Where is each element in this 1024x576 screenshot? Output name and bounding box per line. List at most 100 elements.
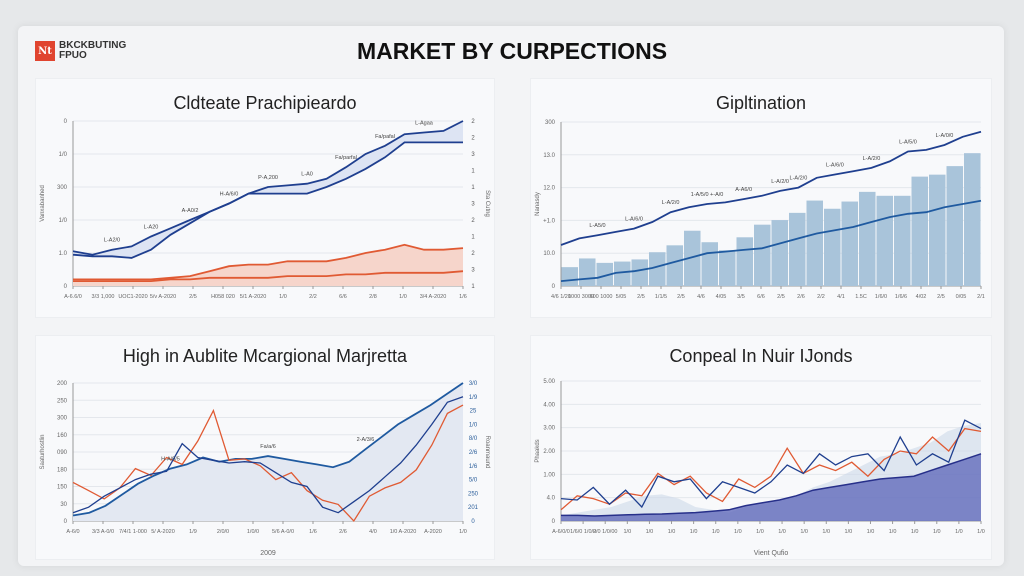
y-tick-label: 300 xyxy=(545,120,556,126)
y-tick-label: 250 xyxy=(57,398,68,404)
x-tick-label: 1/6/6 xyxy=(895,294,907,300)
data-label: 2-A/3/6 xyxy=(357,437,375,443)
y-axis-label: Vanxabanhed xyxy=(40,185,46,222)
chart-panel-1: Cldteate Prachipieardo 0 1.0 1/0 300 1/0 0 1 3 2 1… xyxy=(35,78,495,318)
x-tick-label: 2/0 1/0/00 xyxy=(593,529,617,535)
x-tick-label: 4/6 1/20 xyxy=(551,294,571,300)
y2-tick-label: 1/6 xyxy=(469,464,478,470)
bar xyxy=(911,176,928,286)
data-label: L-A/6/0 xyxy=(826,162,844,168)
y2-tick-label: 3 xyxy=(471,202,475,208)
chart-panel-4: Conpeal In Nuir IJonds 0 4.0 1.00 2.00 3.00 4.… xyxy=(530,335,992,560)
data-label: L-A2/0 xyxy=(104,238,120,244)
logo: Nt BKCKBUTING FPUO xyxy=(35,41,126,61)
x-tick-label: 3/4 A-2020 xyxy=(420,294,447,300)
y-tick-label: 12.0 xyxy=(543,186,555,192)
series-line-upper-line xyxy=(560,130,982,246)
x-tick-label: 2/2 xyxy=(817,294,825,300)
x-tick-label: 6/6 xyxy=(757,294,765,300)
x-tick-label: 5/ A-2020 xyxy=(151,529,175,535)
x-tick-label: 2/8 xyxy=(369,294,377,300)
y-tick-label: 160 xyxy=(57,433,68,439)
y2-tick-label: 250 xyxy=(468,491,479,497)
bar xyxy=(946,166,963,286)
bar xyxy=(929,174,946,286)
bar xyxy=(596,262,613,286)
y-tick-label: 0 xyxy=(552,519,556,525)
y2-tick-label: 25 xyxy=(470,409,477,415)
chart-svg: 0 30 150 180 090 160 300 250 200 0 201 250 5/0 1/6 2/6… xyxy=(40,381,490,557)
data-label: Fa/a/6 xyxy=(260,444,276,450)
x-tick-label: 1/0 xyxy=(756,529,764,535)
y2-tick-label: 2 xyxy=(471,251,475,257)
x-tick-label: 1/1/5 xyxy=(655,294,667,300)
y-tick-label: 0 xyxy=(64,119,68,125)
chart-title: Cldteate Prachipieardo xyxy=(173,93,357,113)
x-tick-label: 1/0 xyxy=(911,529,919,535)
series-line-orange xyxy=(560,427,982,511)
bar xyxy=(964,153,981,286)
x-tick-label: 1/0 xyxy=(712,529,720,535)
y2-tick-label: 3/0 xyxy=(469,381,478,387)
x-tick-label: 1/0 xyxy=(399,294,407,300)
data-label: L-A20 xyxy=(144,225,159,231)
data-label: L-A/2/0 xyxy=(863,156,881,162)
bar xyxy=(841,201,858,286)
data-label: L-A/0/0 xyxy=(936,133,954,139)
logo-line1: BKCKBUTING xyxy=(59,40,127,51)
x-tick-label: UOC1-2020 xyxy=(118,294,147,300)
x-tick-label: 5/05 xyxy=(616,294,627,300)
x-tick-label: 4/0 xyxy=(369,529,377,535)
data-label: L-A/2/0 xyxy=(790,176,808,182)
data-label: L-A/6/0 xyxy=(625,217,643,223)
y-tick-label: +1.0 xyxy=(543,218,556,224)
area-fill xyxy=(73,383,463,521)
x-tick-label: 1/0 xyxy=(279,294,287,300)
y-tick-label: 2.00 xyxy=(543,449,555,455)
y-axis-label: Saaturhostlin xyxy=(40,434,46,469)
data-label: L-A/5/0 xyxy=(899,140,917,146)
x-tick-label: 1/0 xyxy=(933,529,941,535)
x-tick-label: A-6/0 xyxy=(66,529,79,535)
x-tick-label: 1/6/0 xyxy=(875,294,887,300)
x-tick-label: 4/6 xyxy=(697,294,705,300)
bar xyxy=(666,245,683,286)
data-label: L-A/2/0 xyxy=(662,200,680,206)
series-line-upper-orange xyxy=(73,243,464,281)
x-tick-label: 2/5 xyxy=(937,294,945,300)
x-tick-label: 5/6 A-0/0 xyxy=(272,529,294,535)
x-tick-label: 5/v A-2020 xyxy=(150,294,176,300)
y2-tick-label: 5/0 xyxy=(469,478,478,484)
x-tick-label: 1/0/0 xyxy=(247,529,259,535)
series-line-lower-line xyxy=(560,199,982,282)
y2-tick-label: 1 xyxy=(471,284,475,290)
data-label: Fa/parfal xyxy=(335,155,357,161)
data-label: 1-A/5/0 +-A/0 xyxy=(691,192,724,198)
y2-tick-label: 2 xyxy=(471,119,475,125)
x-tick-label: 1/0 xyxy=(800,529,808,535)
series-line-navy xyxy=(560,419,982,509)
x-tick-label: A-2020 xyxy=(424,529,442,535)
bar xyxy=(701,242,718,286)
logo-line2: FPUO xyxy=(59,50,87,61)
series-line-upper-blue xyxy=(72,120,464,256)
x-tick-label: 2/6 xyxy=(797,294,805,300)
y2-tick-label: 1/9 xyxy=(469,395,478,401)
x-tick-label: 2/2 xyxy=(309,294,317,300)
y2-tick-label: 201 xyxy=(468,505,479,511)
y-tick-label: 30 xyxy=(60,502,67,508)
bar xyxy=(754,224,771,286)
y-tick-label: 150 xyxy=(57,485,68,491)
x-tick-label: 4/05 xyxy=(716,294,727,300)
y2-tick-label: 3 xyxy=(471,152,475,158)
bar xyxy=(579,258,596,286)
data-label: H-A/0/5 xyxy=(161,457,180,463)
x-tick-label: 1/0 xyxy=(646,529,654,535)
x-tick-label: 1/0 xyxy=(459,529,467,535)
y2-axis-label: Roanmaund xyxy=(484,436,490,469)
y-tick-label: 200 xyxy=(57,381,68,387)
x-tick-label: A-6/0/0 xyxy=(552,529,570,535)
x-tick-label: 1/0 A-2020 xyxy=(390,529,417,535)
bar xyxy=(876,195,893,286)
